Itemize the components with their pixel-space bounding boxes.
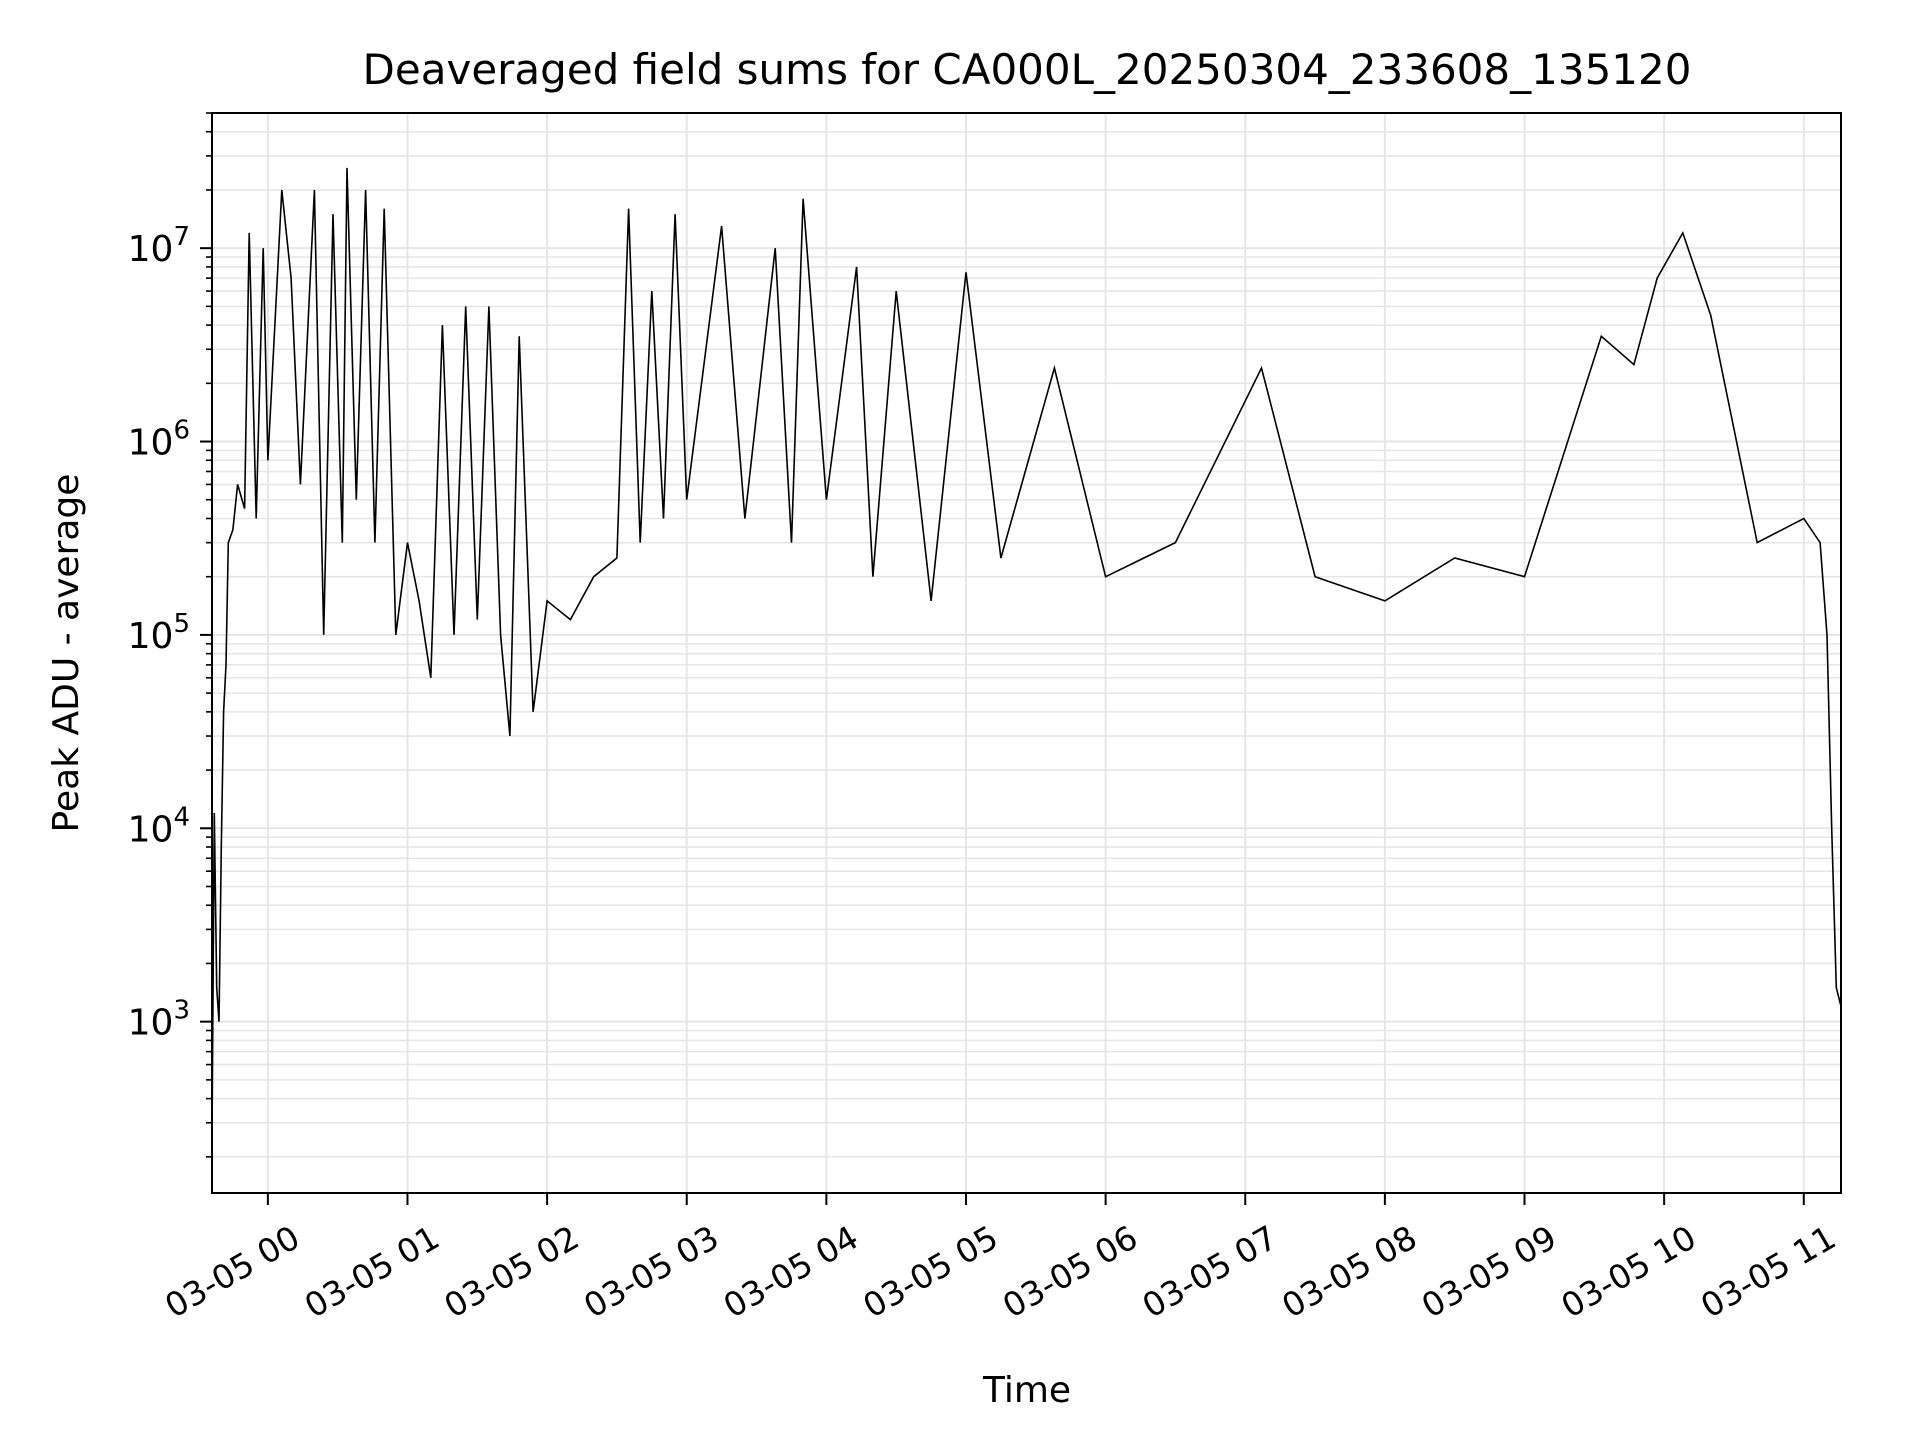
y-axis-ticks: 103 104 105 106 107 [128,112,212,1158]
chart-title: Deaveraged field sums for CA000L_2025030… [363,45,1692,94]
x-tick-label: 03-05 10 [1555,1218,1703,1326]
series-line [211,167,1842,1139]
x-tick-label: 03-05 11 [1694,1218,1842,1326]
grid-lines [212,112,1841,1193]
y-tick-label: 106 [128,416,190,464]
x-tick-label: 03-05 09 [1415,1218,1563,1326]
x-tick-label: 03-05 01 [298,1218,446,1326]
y-tick-label: 107 [128,222,190,270]
x-tick-label: 03-05 07 [1136,1218,1284,1326]
x-tick-label: 03-05 06 [996,1218,1144,1326]
y-tick-label: 104 [128,802,190,850]
y-tick-label: 105 [128,609,190,657]
x-tick-label: 03-05 04 [717,1218,865,1326]
x-tick-label: 03-05 08 [1275,1218,1423,1326]
y-axis-label: Peak ADU - average [46,474,87,833]
x-axis-label: Time [982,1370,1071,1411]
plot-area [211,167,1842,1139]
x-tick-label: 03-05 03 [577,1218,725,1326]
x-tick-label: 03-05 05 [856,1218,1004,1326]
y-tick-label: 103 [128,996,190,1044]
x-tick-label: 03-05 00 [158,1218,306,1326]
x-tick-label: 03-05 02 [438,1218,586,1326]
